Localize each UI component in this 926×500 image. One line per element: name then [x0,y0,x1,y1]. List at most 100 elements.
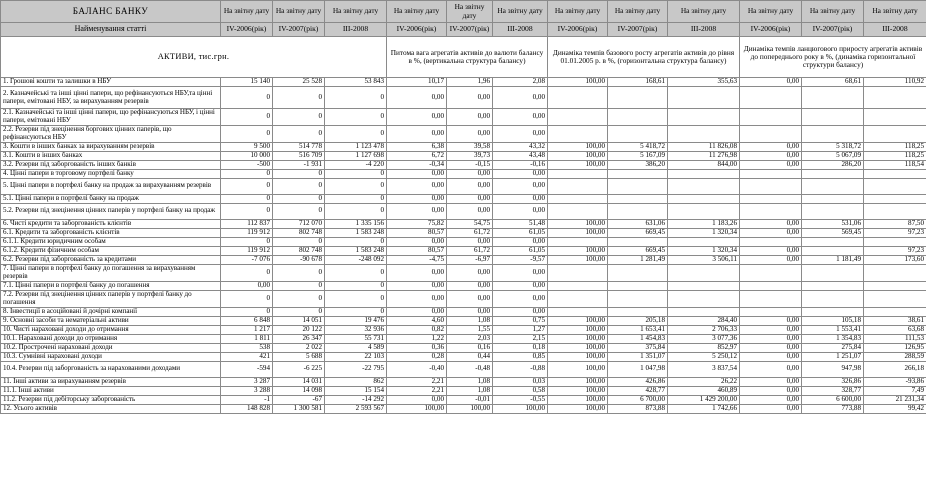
cell-value[interactable]: 2 706,33 [667,324,740,335]
cell-value[interactable]: 7,49 [863,385,926,396]
cell-value[interactable]: -0,48 [446,360,493,378]
cell-value[interactable]: 0,00 [446,124,493,143]
cell-value[interactable]: 0,00 [492,108,548,126]
table-row[interactable]: 3.2. Резерви під заборгованість інших ба… [0,159,926,170]
cell-value[interactable]: 0,00 [739,376,802,387]
cell-value[interactable] [863,193,926,204]
cell-value[interactable]: 0 [220,177,273,195]
cell-value[interactable]: 0,00 [446,108,493,126]
cell-value[interactable]: 1,08 [446,315,493,326]
cell-value[interactable]: -0,16 [492,159,548,170]
cell-value[interactable]: 0,00 [446,193,493,204]
table-row[interactable]: 5. Цінні папери в портфелі банку на прод… [0,177,926,195]
cell-value[interactable]: 97,23 [863,227,926,238]
cell-value[interactable] [739,124,802,143]
cell-value[interactable]: 0,00 [386,263,447,282]
table-row[interactable]: 10.4. Резерви під заборгованість за нара… [0,360,926,378]
cell-value[interactable]: 43,48 [492,150,548,161]
cell-value[interactable] [739,202,802,220]
cell-value[interactable]: 126,95 [863,342,926,353]
cell-value[interactable]: 0 [272,236,325,247]
cell-value[interactable]: 54,75 [446,218,493,229]
cell-value[interactable]: 0,00 [446,306,493,317]
cell-value[interactable]: 1 320,34 [667,245,740,256]
cell-value[interactable]: 0,00 [492,193,548,204]
cell-value[interactable]: 99,42 [863,403,926,414]
cell-value[interactable]: 110,92 [863,77,926,87]
cell-value[interactable]: 5 250,12 [667,351,740,362]
cell-value[interactable]: 0,00 [386,86,447,109]
cell-value[interactable]: 61,05 [492,227,548,238]
cell-value[interactable]: 0 [272,202,325,220]
table-row[interactable]: 5.2. Резерви під знецінення цінних папер… [0,202,926,220]
cell-value[interactable]: 328,77 [801,385,864,396]
cell-value[interactable]: 100,00 [547,360,608,378]
cell-value[interactable]: 0 [324,280,387,291]
cell-value[interactable] [547,86,608,109]
cell-value[interactable]: 1,55 [446,324,493,335]
cell-value[interactable]: 386,20 [607,159,668,170]
cell-value[interactable]: 1 281,49 [607,254,668,265]
cell-value[interactable] [667,168,740,179]
cell-value[interactable]: 0,00 [386,289,447,308]
cell-value[interactable]: 63,68 [863,324,926,335]
cell-value[interactable]: 0 [324,177,387,195]
cell-value[interactable]: 0 [324,263,387,282]
table-row[interactable]: 6. Чисті кредити та заборгованість клієн… [0,218,926,229]
cell-value[interactable] [739,168,802,179]
cell-value[interactable]: 1 181,49 [801,254,864,265]
cell-value[interactable] [607,86,668,109]
table-row[interactable]: 6.1.2. Кредити фізичним особам 119 912 802… [0,245,926,256]
cell-value[interactable]: 38,61 [863,315,926,326]
cell-value[interactable]: 0 [220,108,273,126]
cell-value[interactable]: 0 [272,280,325,291]
cell-value[interactable] [801,263,864,282]
cell-value[interactable]: 173,60 [863,254,926,265]
cell-value[interactable]: 75,82 [386,218,447,229]
table-row[interactable]: 2.2. Резерви під знецінення боргових цін… [0,124,926,143]
cell-value[interactable]: 100,00 [547,333,608,344]
cell-value[interactable] [667,280,740,291]
table-row[interactable]: 11.1. Інші активи 3 288 14 098 15 154 2,21 1,… [0,385,926,396]
cell-value[interactable]: 26 347 [272,333,325,344]
cell-value[interactable] [547,280,608,291]
cell-value[interactable]: 288,59 [863,351,926,362]
cell-value[interactable] [667,193,740,204]
cell-value[interactable]: 168,61 [607,77,668,87]
cell-value[interactable]: 0,00 [739,150,802,161]
cell-value[interactable]: 15 140 [220,77,273,87]
cell-value[interactable]: 112 837 [220,218,273,229]
cell-value[interactable]: 4,60 [386,315,447,326]
cell-value[interactable] [739,263,802,282]
cell-value[interactable]: 68,61 [801,77,864,87]
cell-value[interactable]: -0,55 [492,394,548,405]
cell-value[interactable]: 5 067,09 [801,150,864,161]
cell-value[interactable]: -6 225 [272,360,325,378]
cell-value[interactable]: 205,18 [607,315,668,326]
cell-value[interactable]: 6,38 [386,141,447,152]
cell-value[interactable] [547,236,608,247]
cell-value[interactable]: 14 031 [272,376,325,387]
cell-value[interactable]: 3 837,54 [667,360,740,378]
cell-value[interactable]: 100,00 [547,150,608,161]
cell-value[interactable]: 0,00 [220,280,273,291]
cell-value[interactable]: 1 454,83 [607,333,668,344]
table-row[interactable]: 7. Цінні папери в портфелі банку до пога… [0,263,926,282]
cell-value[interactable] [547,306,608,317]
cell-value[interactable]: 326,86 [801,376,864,387]
cell-value[interactable] [801,289,864,308]
cell-value[interactable] [667,177,740,195]
cell-value[interactable]: 0 [324,306,387,317]
cell-value[interactable]: 53 843 [324,77,387,87]
table-row[interactable]: 1. Грошові кошти та залишки в НБУ 15 140 2… [0,77,926,87]
cell-value[interactable]: 0,00 [446,289,493,308]
cell-value[interactable]: 426,86 [607,376,668,387]
cell-value[interactable]: 0 [272,177,325,195]
cell-value[interactable]: 844,00 [667,159,740,170]
cell-value[interactable]: 0 [324,108,387,126]
cell-value[interactable] [607,202,668,220]
cell-value[interactable]: 0,00 [446,202,493,220]
cell-value[interactable]: 0,00 [386,124,447,143]
cell-value[interactable]: 0,58 [492,385,548,396]
cell-value[interactable]: 100,00 [446,403,493,414]
